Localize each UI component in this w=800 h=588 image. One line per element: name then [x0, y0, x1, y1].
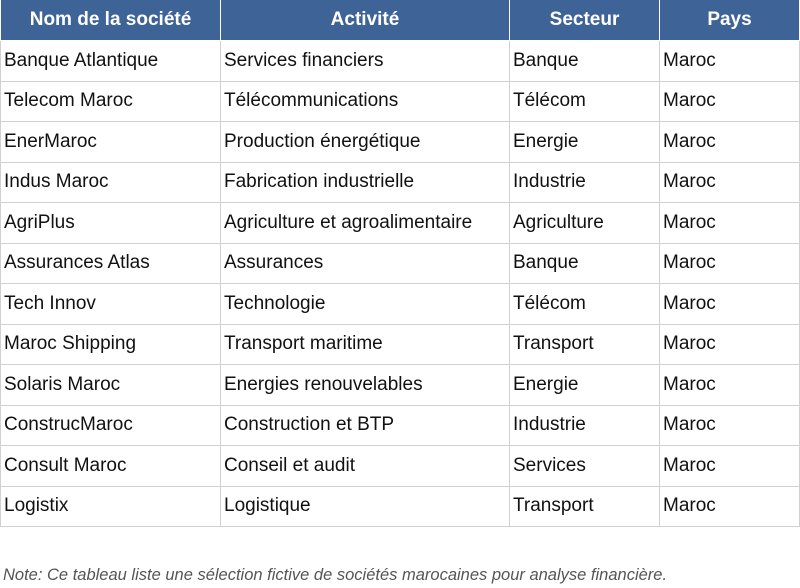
header-sector: Secteur — [509, 0, 660, 41]
activity-cell: Conseil et audit — [220, 445, 510, 487]
country-cell: Maroc — [659, 323, 800, 365]
country-cell: Maroc — [659, 121, 800, 163]
company-name-cell: EnerMaroc — [0, 121, 221, 163]
table-footnote: Note: Ce tableau liste une sélection fic… — [3, 566, 668, 584]
company-name-cell: AgriPlus — [0, 202, 221, 244]
activity-cell: Assurances — [220, 242, 510, 284]
header-country: Pays — [659, 0, 800, 41]
country-cell: Maroc — [659, 161, 800, 203]
sector-cell: Télécom — [509, 80, 660, 122]
company-name-cell: Consult Maroc — [0, 445, 221, 487]
company-name-cell: Logistix — [0, 485, 221, 527]
sector-cell: Télécom — [509, 283, 660, 325]
table-row: Banque Atlantique Services financiers Banq… — [0, 40, 800, 82]
company-name-cell: Indus Maroc — [0, 161, 221, 203]
activity-cell: Production énergétique — [220, 121, 510, 163]
company-name-cell: Tech Innov — [0, 283, 221, 325]
table-row: AgriPlus Agriculture et agroalimentaire Ag… — [0, 202, 800, 244]
company-name-cell: Banque Atlantique — [0, 40, 221, 82]
activity-cell: Logistique — [220, 485, 510, 527]
table-row: Tech Innov Technologie Télécom Maroc — [0, 283, 800, 325]
country-cell: Maroc — [659, 283, 800, 325]
sector-cell: Energie — [509, 364, 660, 406]
company-name-cell: Maroc Shipping — [0, 323, 221, 365]
activity-cell: Transport maritime — [220, 323, 510, 365]
activity-cell: Agriculture et agroalimentaire — [220, 202, 510, 244]
sector-cell: Services — [509, 445, 660, 487]
sector-cell: Transport — [509, 323, 660, 365]
activity-cell: Construction et BTP — [220, 404, 510, 446]
table-row: Logistix Logistique Transport Maroc — [0, 485, 800, 527]
sector-cell: Banque — [509, 242, 660, 284]
country-cell: Maroc — [659, 445, 800, 487]
activity-cell: Energies renouvelables — [220, 364, 510, 406]
table-row: ConstrucMaroc Construction et BTP Industri… — [0, 404, 800, 446]
activity-cell: Télécommunications — [220, 80, 510, 122]
table-row: Maroc Shipping Transport maritime Transpor… — [0, 323, 800, 365]
companies-table: Nom de la société Activité Secteur Pays … — [0, 0, 800, 527]
table-row: Telecom Maroc Télécommunications Télécom Ma… — [0, 80, 800, 122]
table-body: Banque Atlantique Services financiers Banq… — [0, 40, 800, 527]
activity-cell: Fabrication industrielle — [220, 161, 510, 203]
sector-cell: Transport — [509, 485, 660, 527]
activity-cell: Technologie — [220, 283, 510, 325]
sector-cell: Agriculture — [509, 202, 660, 244]
company-name-cell: Telecom Maroc — [0, 80, 221, 122]
activity-cell: Services financiers — [220, 40, 510, 82]
country-cell: Maroc — [659, 40, 800, 82]
country-cell: Maroc — [659, 202, 800, 244]
company-name-cell: Assurances Atlas — [0, 242, 221, 284]
table-row: Assurances Atlas Assurances Banque Maroc — [0, 242, 800, 284]
country-cell: Maroc — [659, 242, 800, 284]
table-header: Nom de la société Activité Secteur Pays — [0, 0, 800, 41]
country-cell: Maroc — [659, 404, 800, 446]
table-row: Indus Maroc Fabrication industrielle Indus… — [0, 161, 800, 203]
header-row: Nom de la société Activité Secteur Pays — [0, 0, 800, 41]
country-cell: Maroc — [659, 485, 800, 527]
country-cell: Maroc — [659, 80, 800, 122]
table-row: EnerMaroc Production énergétique Energie Ma… — [0, 121, 800, 163]
sector-cell: Energie — [509, 121, 660, 163]
header-activity: Activité — [220, 0, 510, 41]
header-company-name: Nom de la société — [0, 0, 221, 41]
company-name-cell: ConstrucMaroc — [0, 404, 221, 446]
country-cell: Maroc — [659, 364, 800, 406]
table-row: Solaris Maroc Energies renouvelables Energ… — [0, 364, 800, 406]
table-row: Consult Maroc Conseil et audit Services Mar… — [0, 445, 800, 487]
company-name-cell: Solaris Maroc — [0, 364, 221, 406]
sector-cell: Industrie — [509, 161, 660, 203]
sector-cell: Banque — [509, 40, 660, 82]
sector-cell: Industrie — [509, 404, 660, 446]
